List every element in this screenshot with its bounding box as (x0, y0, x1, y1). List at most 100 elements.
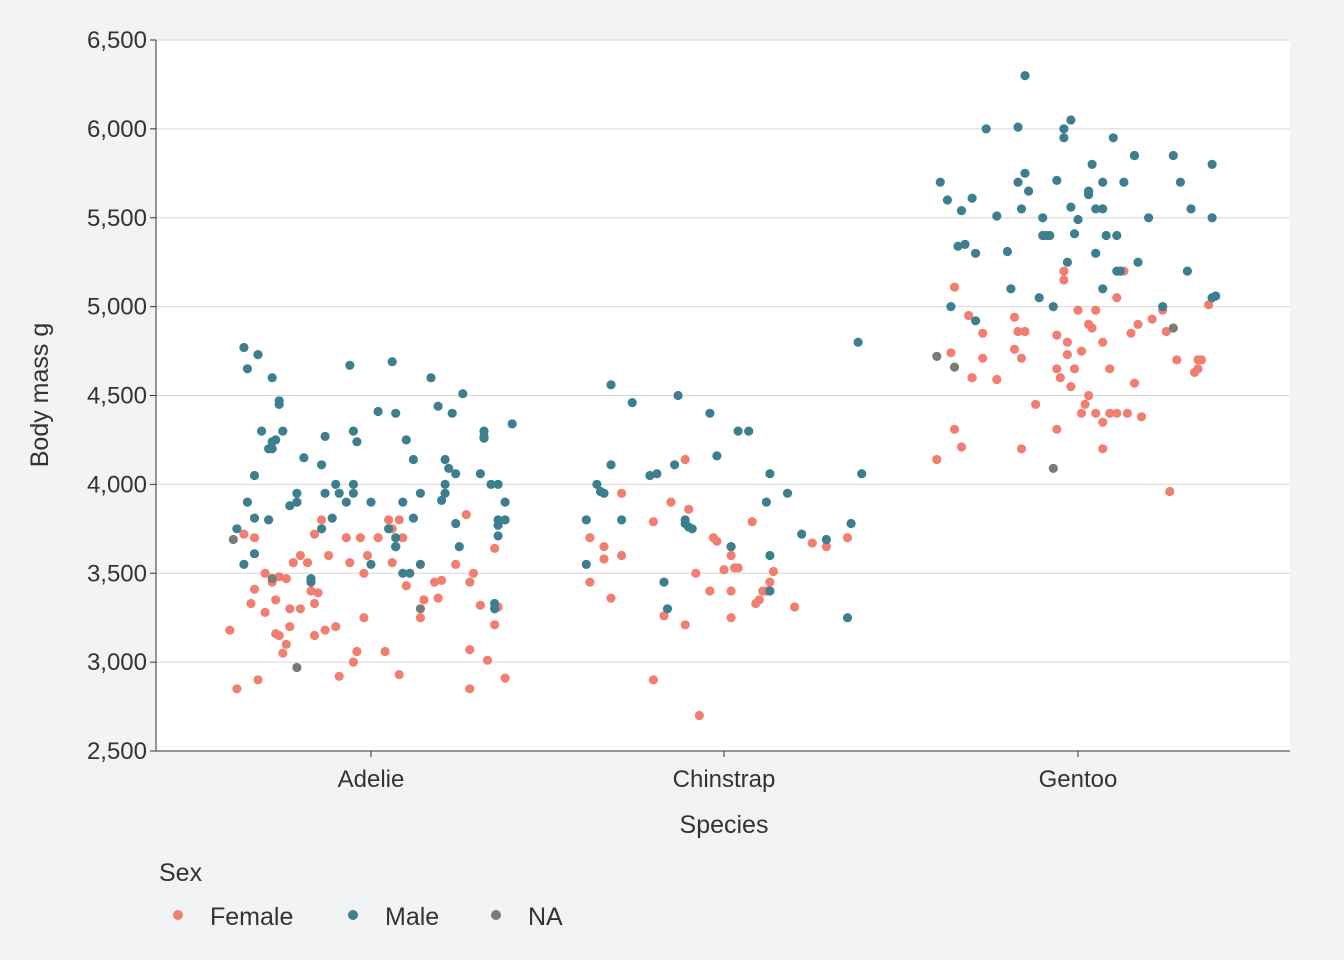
point-female (249, 533, 260, 543)
point-female (1009, 344, 1020, 354)
point-male (935, 177, 945, 187)
point-female (956, 442, 967, 452)
x-tick-label-adelie: Adelie (338, 766, 405, 793)
point-na (949, 362, 960, 372)
legend-key-male (348, 910, 358, 920)
point-male (967, 193, 977, 203)
legend-key-na (491, 910, 501, 920)
point-female (967, 373, 977, 383)
point-female (1059, 266, 1069, 276)
point-male (1006, 284, 1016, 294)
point-male (652, 469, 662, 479)
point-male (507, 419, 517, 429)
point-male (992, 211, 1002, 221)
point-female (1076, 346, 1087, 356)
point-male (821, 534, 832, 545)
legend-key-female (173, 910, 183, 920)
point-male (1045, 230, 1055, 241)
point-male (317, 460, 327, 470)
point-male (239, 342, 249, 353)
point-male (581, 559, 591, 570)
point-male (592, 479, 602, 489)
point-male (1038, 213, 1048, 223)
point-female (1055, 373, 1065, 383)
point-female (1016, 444, 1027, 454)
point-female (1091, 305, 1101, 315)
point-female (705, 586, 715, 596)
point-male (267, 444, 277, 454)
y-tick-label: 2,500 (87, 738, 147, 765)
point-female (271, 595, 281, 605)
point-female (1105, 364, 1115, 374)
point-female (1087, 323, 1097, 333)
point-female (345, 558, 355, 568)
point-male (857, 469, 867, 479)
point-female (281, 639, 291, 650)
point-female (373, 533, 383, 543)
point-male (408, 513, 418, 523)
point-female (306, 586, 316, 596)
point-female (398, 533, 408, 543)
y-tick-label: 6,500 (87, 27, 147, 54)
point-female (355, 533, 365, 543)
point-male (765, 586, 775, 596)
y-tick-label: 5,500 (87, 205, 147, 232)
point-female (1098, 417, 1108, 427)
point-female (617, 550, 627, 561)
point-male (408, 454, 418, 465)
point-female (790, 602, 800, 612)
point-male (415, 488, 425, 498)
point-female (1020, 326, 1030, 337)
point-male (493, 531, 503, 541)
point-male (1002, 246, 1013, 257)
point-female (1196, 355, 1207, 365)
point-female (465, 645, 475, 655)
point-male (271, 435, 281, 445)
point-female (964, 310, 974, 321)
point-male (765, 469, 775, 479)
point-male (299, 453, 309, 463)
point-male (348, 479, 358, 489)
point-male (1129, 150, 1140, 161)
point-female (490, 620, 500, 630)
point-na (267, 574, 277, 584)
point-female (1059, 275, 1069, 285)
y-tick-label: 4,500 (87, 383, 147, 410)
point-female (1031, 399, 1041, 409)
point-female (768, 566, 779, 577)
point-female (482, 655, 493, 665)
point-male (433, 401, 443, 411)
point-female (1062, 350, 1072, 360)
point-female (401, 581, 411, 591)
legend-label-male: Male (385, 903, 439, 931)
point-female (419, 595, 429, 605)
legend-label-na: NA (528, 903, 563, 931)
point-female (978, 353, 988, 363)
point-female (1126, 328, 1136, 338)
data-points (225, 71, 1221, 721)
legend-label-female: Female (210, 903, 293, 931)
point-male (1091, 204, 1101, 214)
point-female (680, 454, 690, 465)
point-male (1098, 284, 1108, 294)
point-male (249, 470, 260, 481)
point-male (475, 469, 485, 479)
point-female (1122, 408, 1132, 418)
point-female (1098, 444, 1108, 454)
point-female (246, 598, 256, 609)
point-male (500, 515, 510, 525)
point-male (415, 559, 425, 570)
point-female (726, 586, 736, 596)
point-male (1048, 302, 1058, 312)
point-female (726, 550, 736, 561)
legend-title: Sex (159, 859, 203, 887)
point-male (493, 520, 503, 530)
y-tick-label: 5,000 (87, 294, 147, 321)
point-female (1052, 330, 1062, 340)
point-male (239, 559, 249, 570)
point-male (373, 406, 383, 417)
point-male (249, 549, 260, 559)
point-female (451, 559, 461, 570)
point-female (295, 604, 305, 614)
